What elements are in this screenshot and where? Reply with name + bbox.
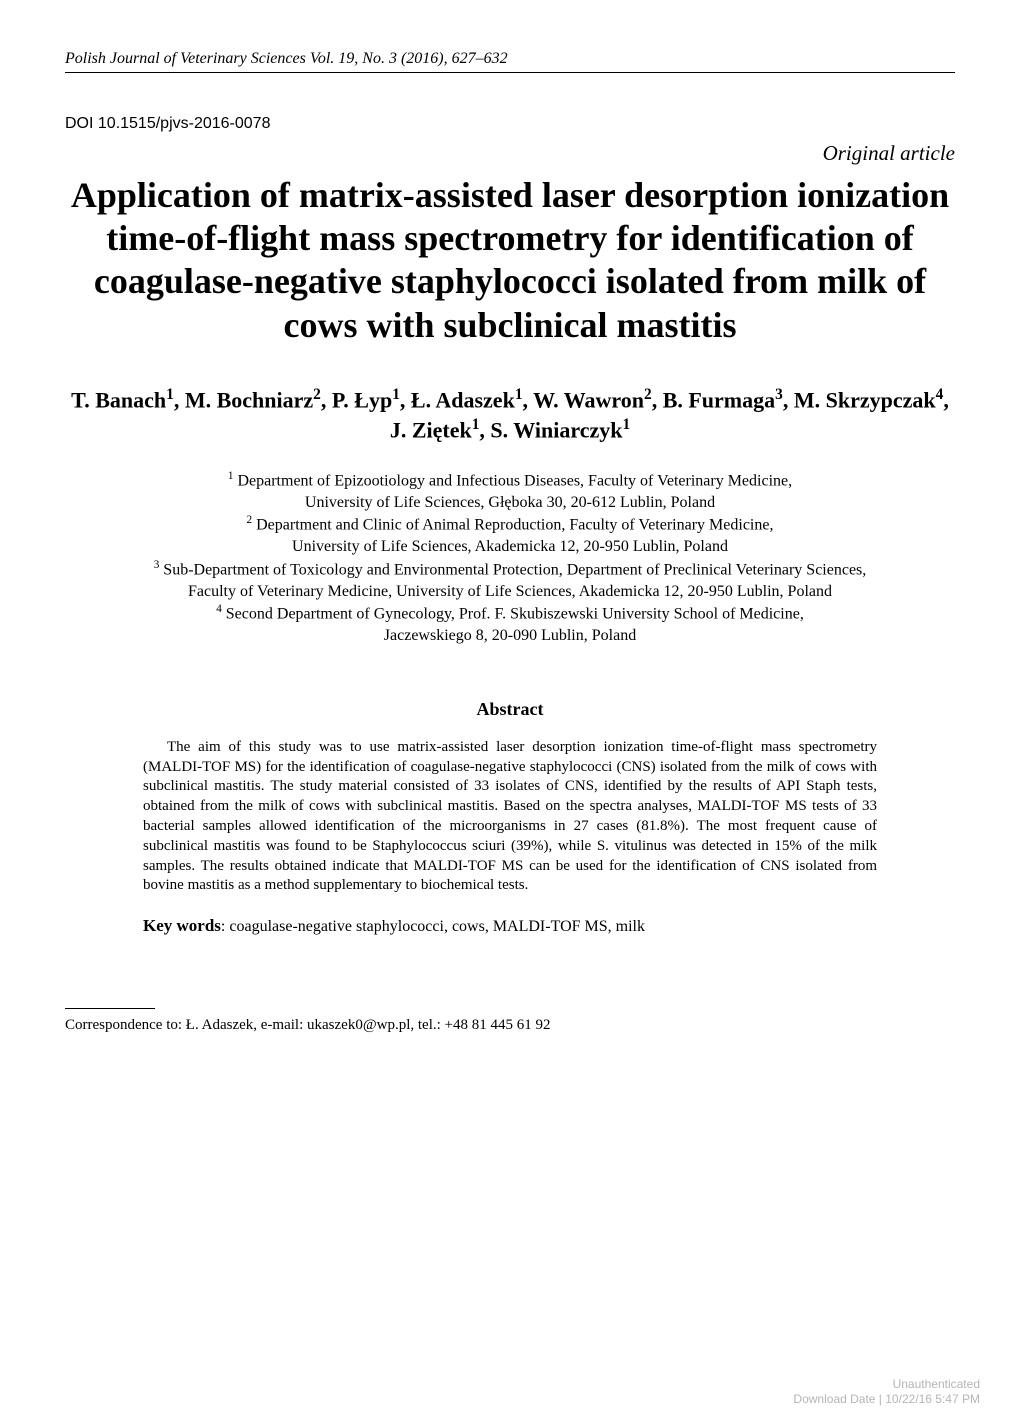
article-title: Application of matrix-assisted laser des… (65, 174, 955, 347)
abstract-body: The aim of this study was to use matrix-… (143, 738, 877, 896)
correspondence: Correspondence to: Ł. Adaszek, e-mail: u… (65, 1017, 955, 1034)
keywords-text: : coagulase-negative staphylococci, cows… (221, 918, 645, 935)
doi: DOI 10.1515/pjvs-2016-0078 (65, 115, 955, 133)
affiliation-list: 1 Department of Epizootiology and Infect… (65, 469, 955, 647)
keywords-label: Key words (143, 916, 221, 935)
footer-divider (65, 1008, 155, 1009)
keywords-line: Key words: coagulase-negative staphyloco… (143, 916, 877, 936)
watermark-line-2: Download Date | 10/22/16 5:47 PM (793, 1392, 980, 1408)
article-type: Original article (65, 141, 955, 166)
abstract-heading: Abstract (65, 699, 955, 720)
watermark-line-1: Unauthenticated (793, 1377, 980, 1393)
author-list: T. Banach1, M. Bochniarz2, P. Łyp1, Ł. A… (65, 385, 955, 445)
watermark: Unauthenticated Download Date | 10/22/16… (793, 1377, 980, 1408)
running-head: Polish Journal of Veterinary Sciences Vo… (65, 50, 955, 73)
